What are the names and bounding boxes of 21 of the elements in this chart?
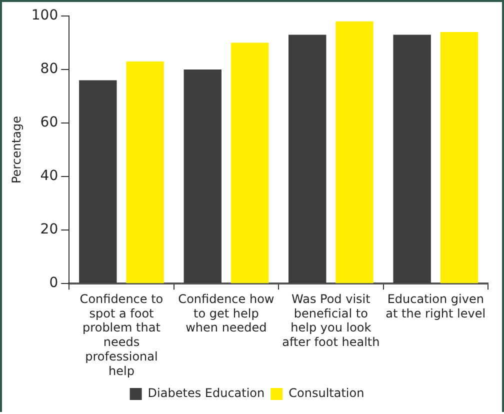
legend-label: Diabetes Education — [148, 386, 265, 400]
y-tick-label: 100 — [31, 8, 58, 24]
bar — [288, 34, 326, 284]
bar — [440, 32, 478, 284]
bar — [230, 42, 269, 284]
bar — [79, 80, 117, 284]
bar — [184, 70, 222, 284]
y-tick-label: 0 — [49, 275, 58, 292]
x-tick-label: Confidence how to get help when needed — [178, 292, 274, 335]
bar — [336, 21, 374, 284]
bar — [393, 34, 431, 284]
y-tick-label: 40 — [40, 168, 58, 184]
y-tick-label: 60 — [40, 114, 58, 131]
y-tick-label: 80 — [40, 61, 58, 78]
x-tick-label: Confidence to spot a foot problem that needs professional help — [80, 292, 164, 378]
legend-label: Consultation — [288, 386, 364, 400]
y-tick-label: 20 — [40, 222, 58, 238]
y-axis-title: Percentage — [9, 116, 24, 184]
x-tick-label: Education given at the right level — [386, 292, 486, 320]
x-tick-label: Was Pod visit beneficial to help you look after foot health — [282, 292, 380, 350]
bar — [126, 61, 164, 284]
